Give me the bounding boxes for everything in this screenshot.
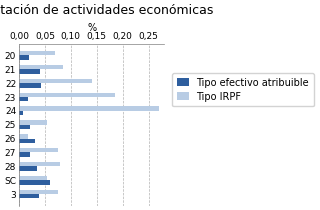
Bar: [19, 152, 30, 157]
Bar: [19, 97, 28, 101]
Bar: [19, 106, 159, 111]
Bar: [19, 51, 55, 55]
Bar: [19, 194, 39, 198]
Bar: [19, 134, 28, 139]
Bar: [19, 162, 60, 166]
Bar: [19, 93, 115, 97]
Bar: [19, 139, 35, 143]
Title: Tributación de actividades económicas: Tributación de actividades económicas: [0, 4, 213, 17]
Bar: [19, 125, 30, 129]
Bar: [19, 79, 92, 83]
Bar: [19, 55, 29, 60]
Bar: [19, 180, 50, 185]
Bar: [19, 69, 40, 74]
Bar: [19, 120, 47, 125]
X-axis label: %: %: [87, 22, 96, 33]
Bar: [19, 83, 41, 88]
Bar: [19, 190, 58, 194]
Bar: [19, 65, 63, 69]
Legend: Tipo efectivo atribuible, Tipo IRPF: Tipo efectivo atribuible, Tipo IRPF: [172, 73, 314, 106]
Bar: [19, 176, 47, 180]
Bar: [19, 148, 58, 152]
Bar: [19, 166, 37, 171]
Bar: [19, 111, 23, 115]
